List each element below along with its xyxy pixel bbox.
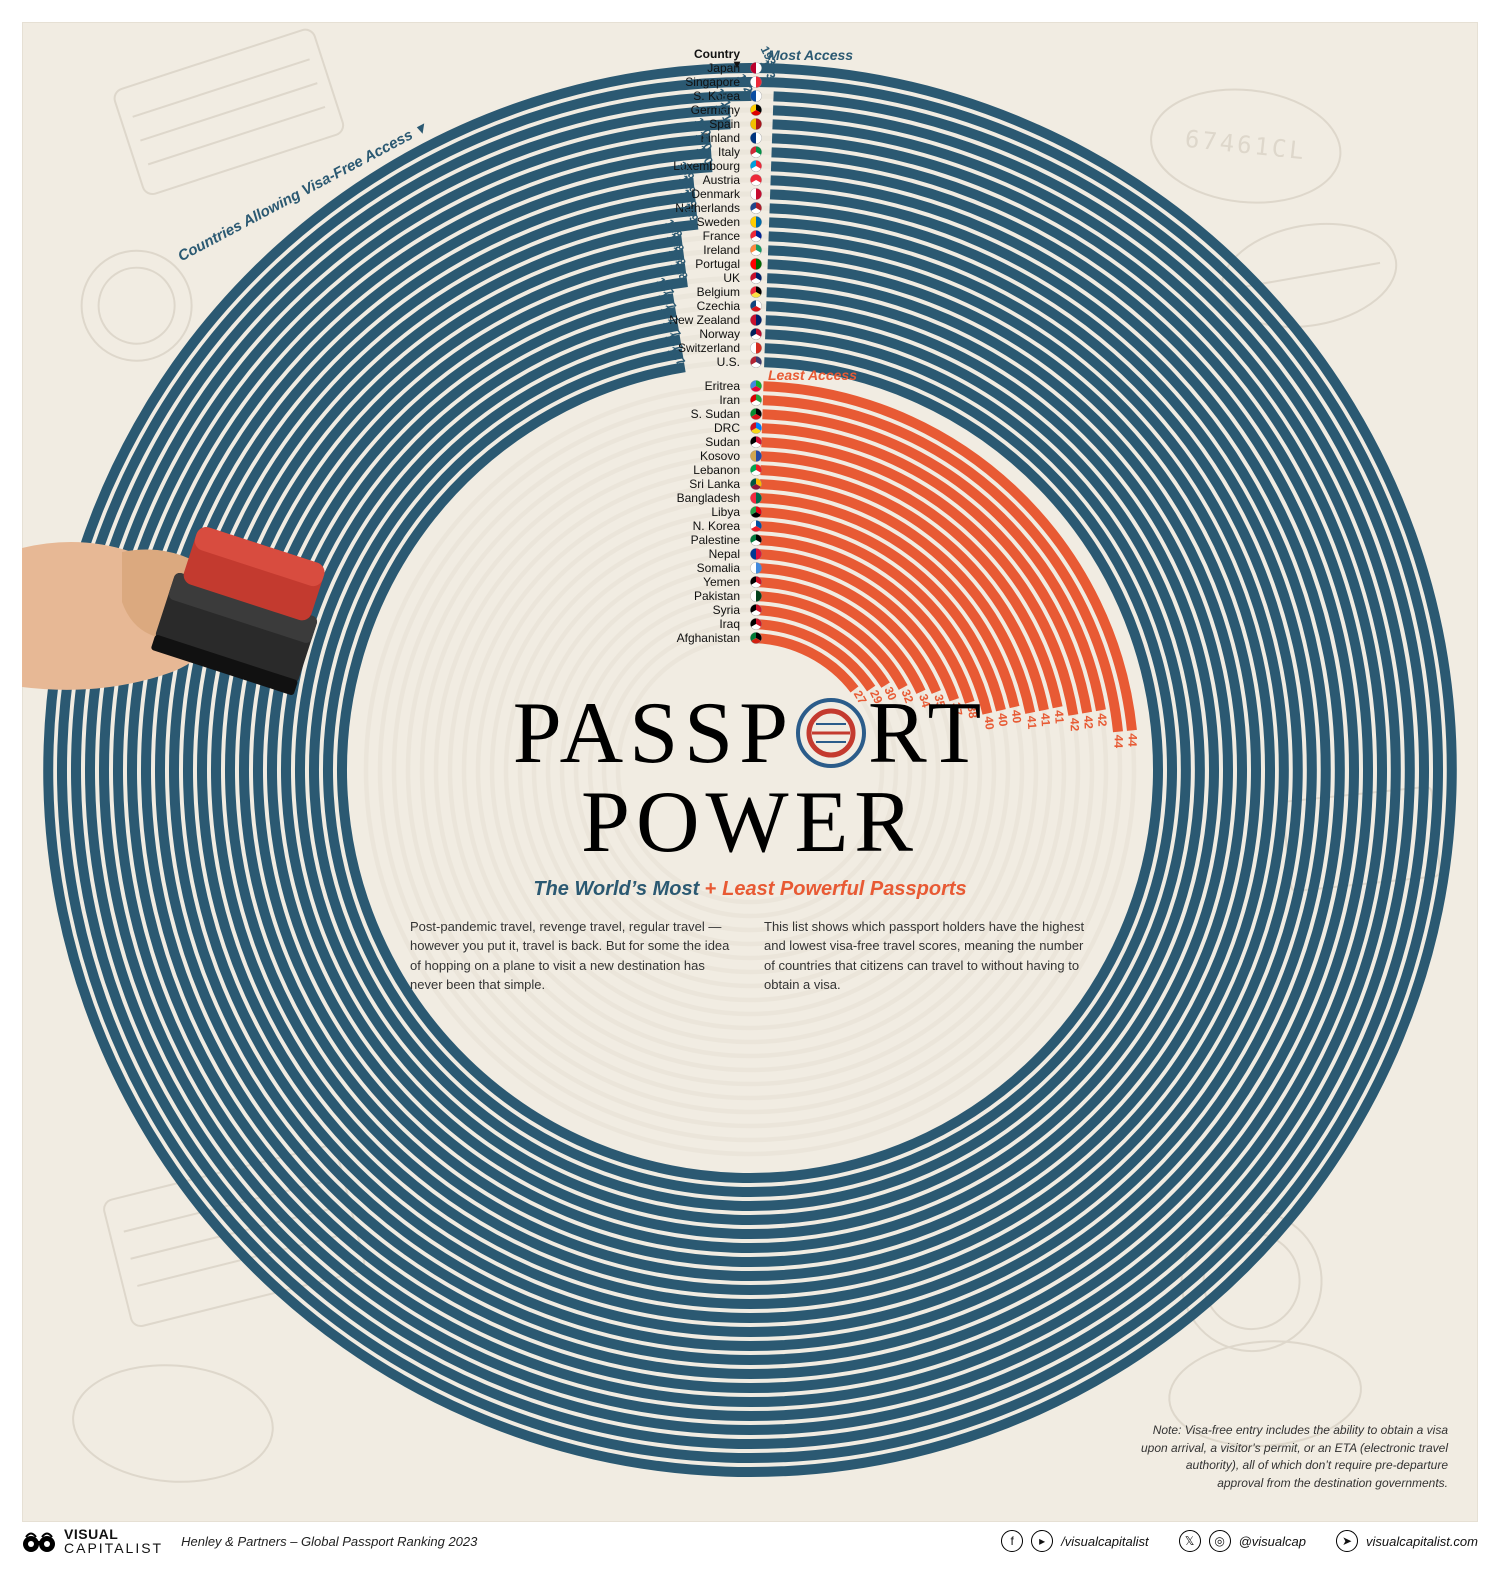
svg-text:Belgium: Belgium xyxy=(697,285,740,299)
youtube-icon[interactable]: ▸ xyxy=(1031,1530,1053,1552)
svg-text:44: 44 xyxy=(1125,733,1139,747)
handle-1: /visualcapitalist xyxy=(1061,1534,1148,1549)
svg-text:Palestine: Palestine xyxy=(691,533,741,547)
svg-text:Syria: Syria xyxy=(713,603,741,617)
svg-text:▾: ▾ xyxy=(413,119,430,139)
svg-text:Libya: Libya xyxy=(711,505,740,519)
svg-text:U.S.: U.S. xyxy=(717,355,740,369)
svg-text:37: 37 xyxy=(949,701,965,717)
svg-text:Kosovo: Kosovo xyxy=(700,449,740,463)
svg-text:42: 42 xyxy=(1081,715,1095,729)
svg-text:Somalia: Somalia xyxy=(697,561,741,575)
facebook-icon[interactable]: f xyxy=(1001,1530,1023,1552)
svg-text:42: 42 xyxy=(1095,713,1109,727)
svg-text:40: 40 xyxy=(995,712,1010,727)
svg-text:Sweden: Sweden xyxy=(697,215,740,229)
svg-text:42: 42 xyxy=(1067,718,1081,732)
footnote: Note: Visa-free entry includes the abili… xyxy=(1138,1422,1448,1492)
svg-text:Iran: Iran xyxy=(719,393,740,407)
svg-text:▾: ▾ xyxy=(733,57,741,71)
svg-text:N. Korea: N. Korea xyxy=(693,519,741,533)
svg-text:Ireland: Ireland xyxy=(703,243,740,257)
svg-text:Most Access: Most Access xyxy=(768,47,853,63)
svg-text:Norway: Norway xyxy=(699,327,740,341)
svg-text:41: 41 xyxy=(1038,713,1053,728)
twitter-icon[interactable]: 𝕏 xyxy=(1179,1530,1201,1552)
instagram-icon[interactable]: ◎ xyxy=(1209,1530,1231,1552)
svg-text:Sudan: Sudan xyxy=(705,435,740,449)
binoculars-icon xyxy=(22,1529,56,1553)
svg-text:UK: UK xyxy=(723,271,740,285)
svg-text:40: 40 xyxy=(1009,709,1024,724)
svg-text:Bangladesh: Bangladesh xyxy=(677,491,740,505)
svg-text:Yemen: Yemen xyxy=(703,575,740,589)
footer: VISUAL CAPITALIST Henley & Partners – Gl… xyxy=(22,1521,1478,1561)
svg-text:Lebanon: Lebanon xyxy=(693,463,740,477)
svg-text:44: 44 xyxy=(1111,735,1125,749)
svg-text:40: 40 xyxy=(982,716,997,731)
svg-text:Denmark: Denmark xyxy=(691,187,741,201)
social-links: f ▸ /visualcapitalist 𝕏 ◎ @visualcap ➤ v… xyxy=(1001,1530,1478,1552)
svg-text:Nepal: Nepal xyxy=(709,547,740,561)
svg-text:Spain: Spain xyxy=(709,117,740,131)
brand-top: VISUAL xyxy=(64,1527,163,1541)
svg-text:41: 41 xyxy=(1024,715,1039,730)
svg-text:Least Access: Least Access xyxy=(768,367,857,383)
radial-chart: 193Japan193Singapore192S. Korea191German… xyxy=(22,22,1478,1522)
svg-text:Pakistan: Pakistan xyxy=(694,589,740,603)
svg-text:Eritrea: Eritrea xyxy=(705,379,741,393)
source-text: Henley & Partners – Global Passport Rank… xyxy=(181,1534,477,1549)
cursor-icon[interactable]: ➤ xyxy=(1336,1530,1358,1552)
infographic-sheet: 67461CL xyxy=(22,22,1478,1522)
svg-text:Iraq: Iraq xyxy=(719,617,740,631)
svg-text:34: 34 xyxy=(916,692,933,709)
svg-text:41: 41 xyxy=(1052,710,1067,725)
svg-text:Italy: Italy xyxy=(718,145,740,159)
svg-text:S. Sudan: S. Sudan xyxy=(691,407,740,421)
svg-text:Portugal: Portugal xyxy=(695,257,740,271)
svg-text:Afghanistan: Afghanistan xyxy=(677,631,740,645)
page: 67461CL xyxy=(0,0,1500,1583)
svg-text:Sri Lanka: Sri Lanka xyxy=(689,477,740,491)
svg-text:New Zealand: New Zealand xyxy=(669,313,740,327)
svg-text:Austria: Austria xyxy=(703,173,741,187)
svg-text:Czechia: Czechia xyxy=(697,299,741,313)
svg-text:38: 38 xyxy=(964,704,980,720)
site-url: visualcapitalist.com xyxy=(1366,1534,1478,1549)
svg-text:Singapore: Singapore xyxy=(685,75,740,89)
svg-text:Switzerland: Switzerland xyxy=(678,341,740,355)
svg-text:32: 32 xyxy=(899,688,917,706)
brand-logo: VISUAL CAPITALIST xyxy=(22,1527,163,1555)
handle-2: @visualcap xyxy=(1239,1534,1306,1549)
svg-text:France: France xyxy=(703,229,741,243)
brand-bottom: CAPITALIST xyxy=(64,1541,163,1555)
svg-text:35: 35 xyxy=(931,693,948,710)
svg-text:DRC: DRC xyxy=(714,421,740,435)
